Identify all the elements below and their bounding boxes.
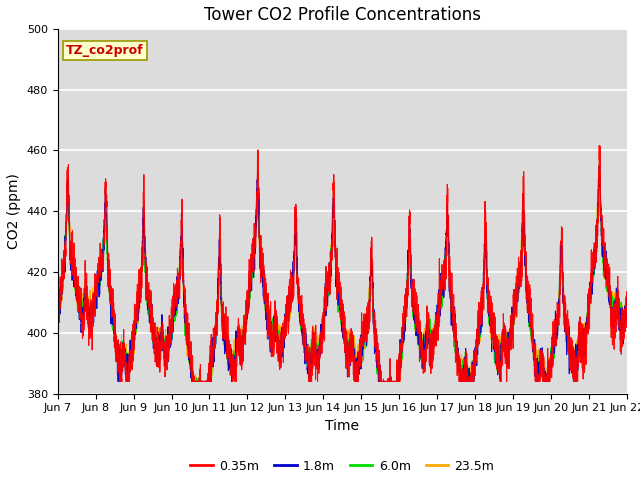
Legend: 0.35m, 1.8m, 6.0m, 23.5m: 0.35m, 1.8m, 6.0m, 23.5m — [186, 455, 499, 478]
Y-axis label: CO2 (ppm): CO2 (ppm) — [7, 173, 21, 249]
X-axis label: Time: Time — [325, 419, 360, 433]
Title: Tower CO2 Profile Concentrations: Tower CO2 Profile Concentrations — [204, 6, 481, 24]
Text: TZ_co2prof: TZ_co2prof — [66, 44, 144, 57]
